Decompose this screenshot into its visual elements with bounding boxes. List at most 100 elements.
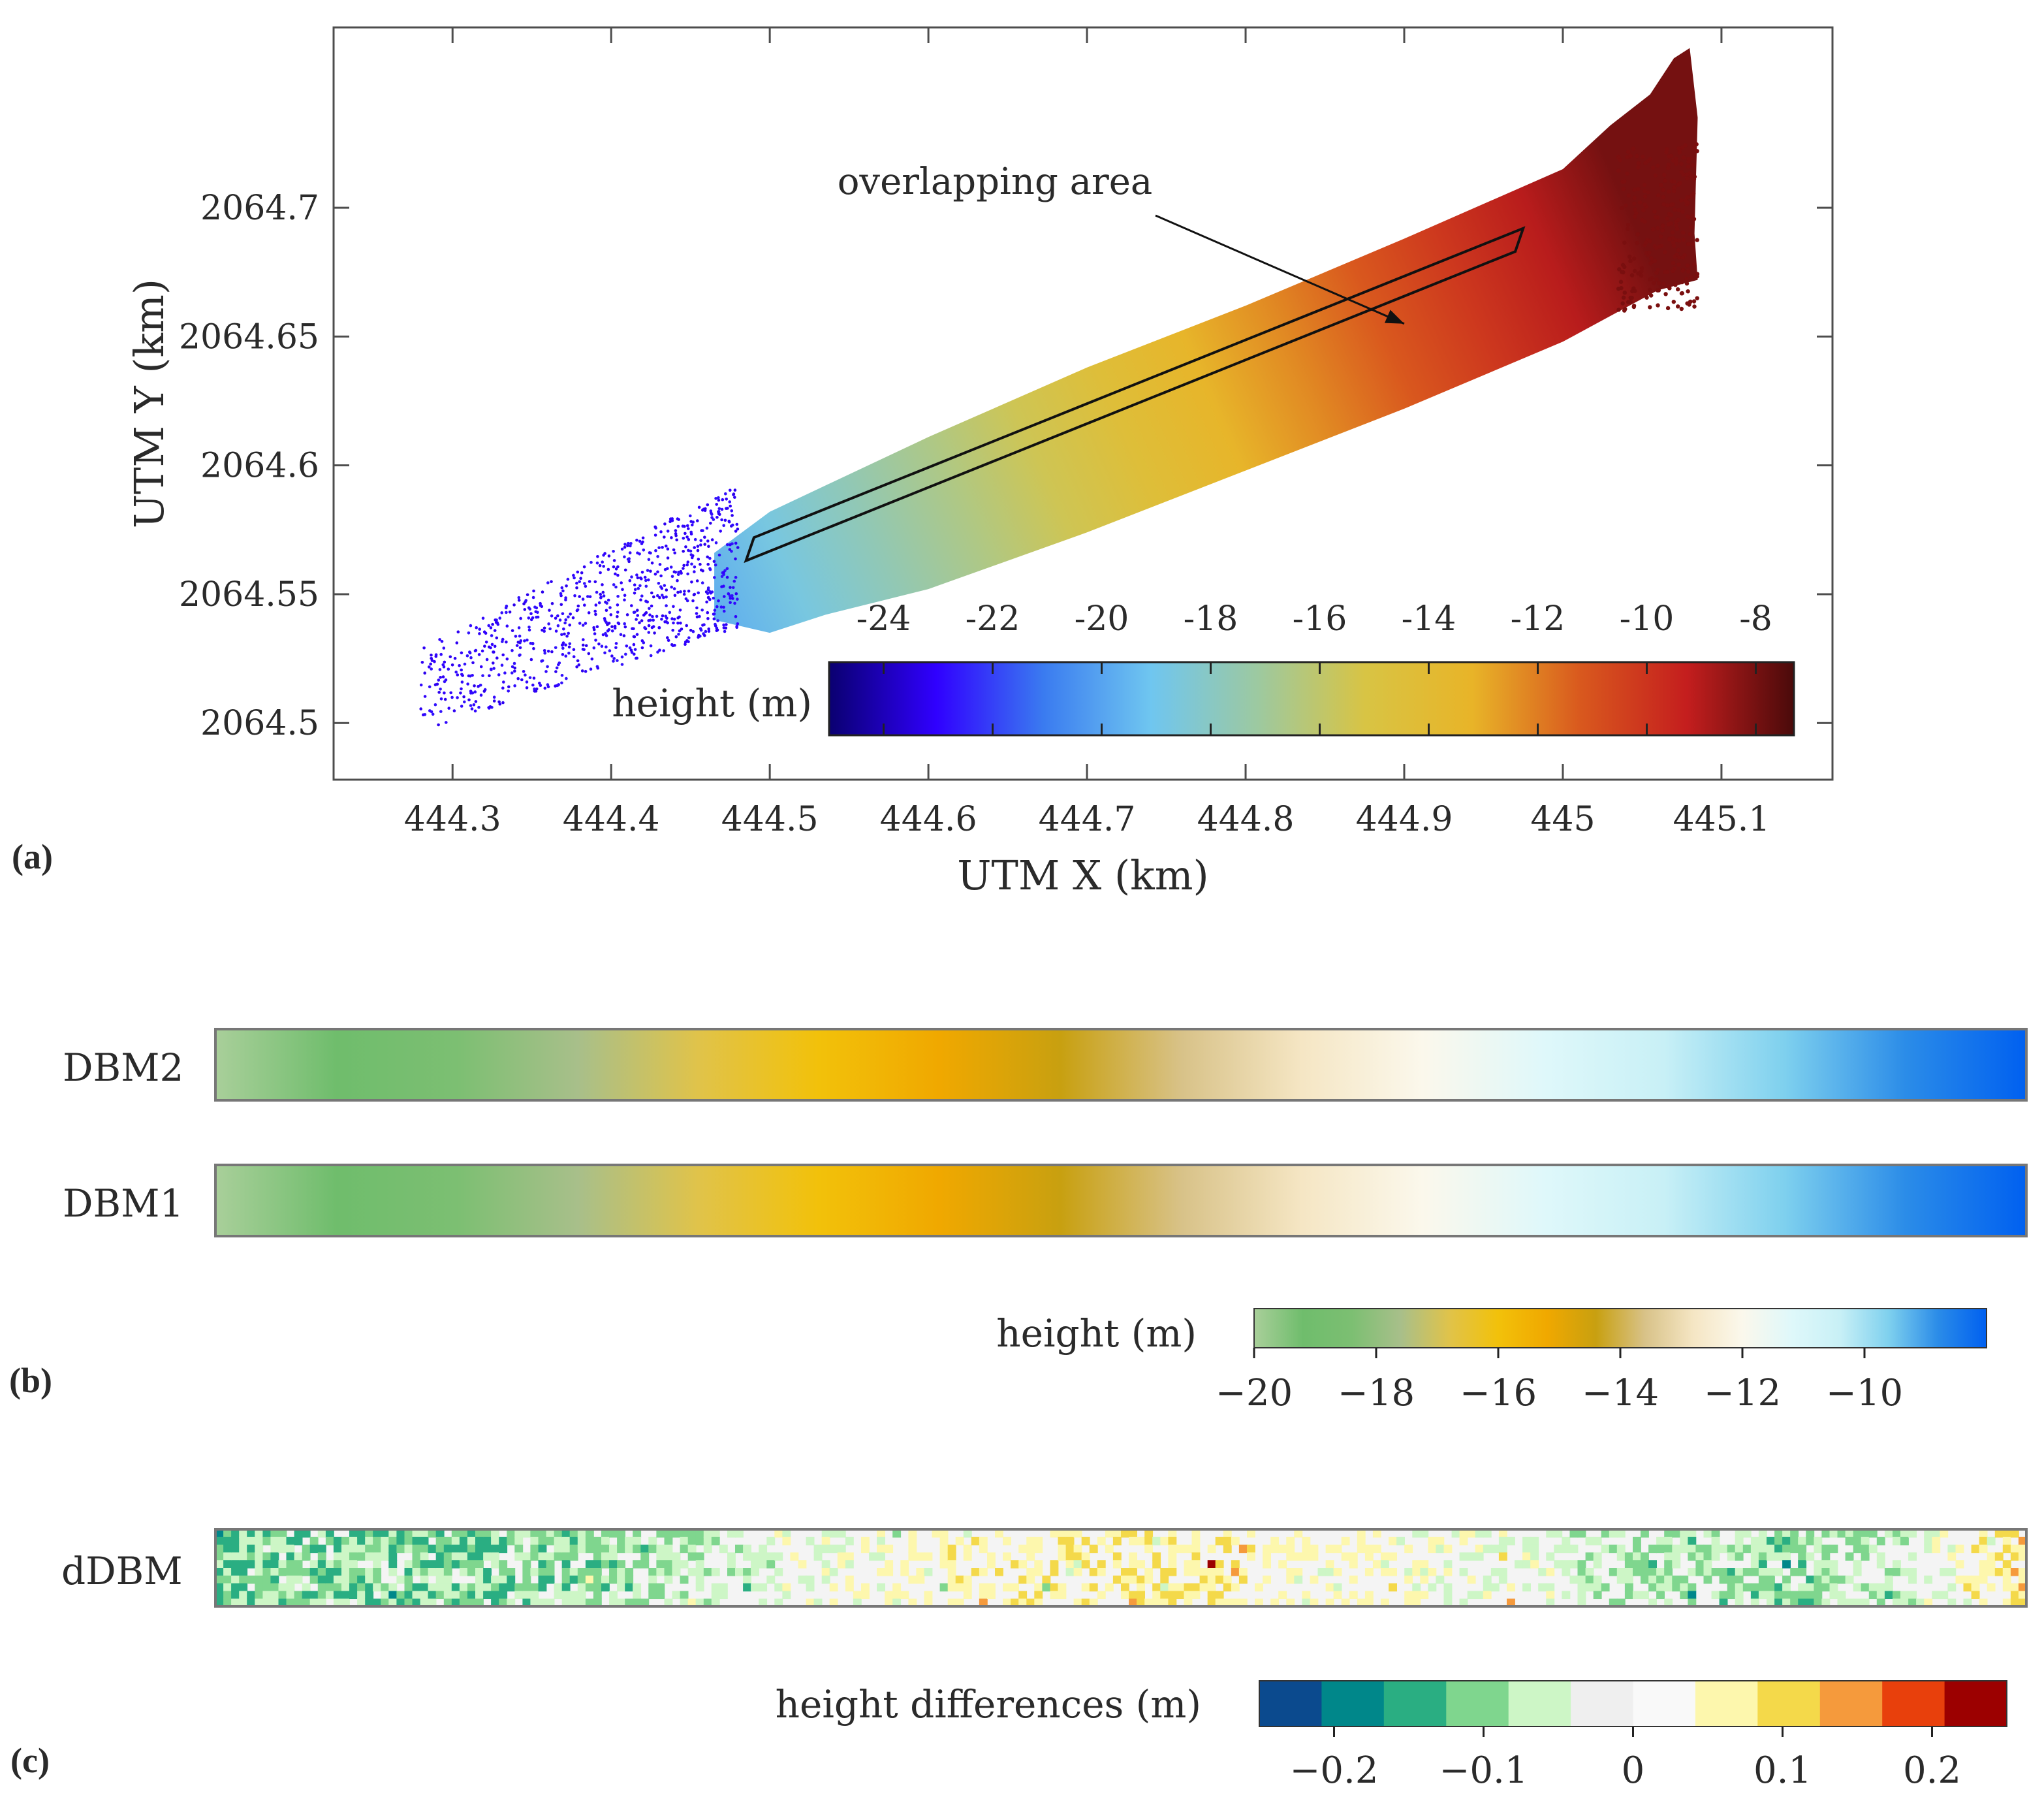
ddbm-cell	[703, 1599, 712, 1607]
swath-point	[567, 631, 570, 635]
ddbm-cell	[1979, 1529, 1988, 1538]
ddbm-cell	[451, 1583, 460, 1592]
ddbm-cell	[412, 1560, 421, 1568]
ddbm-cell	[1112, 1552, 1122, 1561]
ddbm-cell	[1097, 1568, 1106, 1576]
swath-point	[653, 533, 657, 537]
swath-point	[564, 654, 567, 658]
ddbm-cell	[845, 1575, 854, 1584]
ddbm-cell	[900, 1591, 909, 1599]
ddbm-cell	[1263, 1575, 1271, 1584]
ddbm-cell	[1893, 1599, 1901, 1607]
ddbm-cell	[1278, 1560, 1287, 1568]
ddbm-cell	[1357, 1544, 1366, 1553]
ddbm-cell	[569, 1568, 578, 1576]
swath-point	[1658, 234, 1663, 239]
ddbm-cell	[1026, 1544, 1035, 1553]
swath-point	[447, 667, 450, 671]
swath-point	[428, 685, 432, 689]
colorbar-b-ticks: −20 −18 −16 −14 −12 −10	[1216, 1348, 1903, 1414]
ddbm-cell	[1758, 1544, 1767, 1553]
ddbm-cell	[1727, 1568, 1736, 1576]
ddbm-cell	[467, 1591, 476, 1599]
swath-point	[478, 632, 481, 635]
swath-point	[576, 608, 580, 612]
ddbm-cell	[1940, 1568, 1949, 1576]
swath-point	[561, 589, 565, 593]
ddbm-cell	[806, 1599, 815, 1607]
swath-point	[592, 646, 596, 650]
ddbm-cell	[1790, 1529, 1799, 1538]
ddbm-cell	[231, 1536, 240, 1546]
swath-point	[629, 648, 633, 652]
ddbm-cell	[1160, 1568, 1169, 1576]
swath-point	[714, 622, 717, 626]
arrow-shaft	[1155, 214, 1405, 325]
swath-point	[1639, 266, 1644, 270]
ddbm-cell	[569, 1575, 578, 1584]
ddbm-cell	[1616, 1568, 1626, 1576]
swath-point	[1636, 271, 1641, 276]
swath-point	[1659, 183, 1663, 187]
swath-point	[674, 534, 678, 537]
swath-point	[1633, 208, 1637, 212]
ddbm-cell	[507, 1575, 516, 1584]
swath-point	[684, 532, 687, 535]
ddbm-cell	[1073, 1544, 1082, 1553]
ddbm-cell	[325, 1536, 334, 1546]
ddbm-cell	[499, 1568, 508, 1576]
ddbm-cell	[247, 1529, 256, 1538]
ddbm-cell	[1026, 1599, 1035, 1607]
y-axis-title: UTM Y (km)	[125, 279, 173, 528]
ddbm-cell	[861, 1544, 870, 1553]
swath-point	[691, 520, 695, 524]
swath-point	[695, 615, 699, 618]
swath-point	[612, 550, 615, 553]
swath-point	[717, 507, 721, 511]
ddbm-cell	[325, 1529, 334, 1538]
ddbm-cell	[1829, 1583, 1838, 1592]
swath-point	[439, 710, 443, 713]
swath-point	[1676, 182, 1680, 187]
swath-point	[691, 629, 695, 633]
swath-point	[656, 570, 659, 574]
swath-point	[620, 581, 623, 584]
ddbm-cell	[1498, 1536, 1507, 1546]
ddbm-cell	[569, 1544, 578, 1553]
ddbm-cell	[877, 1583, 885, 1592]
swath-point	[736, 546, 740, 549]
swath-point	[571, 616, 575, 620]
colorbar-c-bin	[1259, 1681, 1322, 1727]
swath-point	[676, 616, 680, 620]
ddbm-cell	[963, 1552, 972, 1561]
swath-point	[612, 559, 616, 562]
ddbm-cell	[939, 1583, 949, 1592]
swath-point	[696, 549, 700, 552]
ddbm-cell	[428, 1560, 437, 1568]
ddbm-cell	[908, 1544, 917, 1553]
swath-point	[1633, 289, 1637, 293]
swath-point	[590, 560, 593, 564]
ddbm-cell	[695, 1536, 704, 1546]
ddbm-cell	[475, 1575, 484, 1584]
swath-point	[714, 497, 717, 500]
ddbm-cell	[1853, 1536, 1862, 1546]
ddbm-cell	[255, 1560, 264, 1568]
swath-point	[715, 605, 719, 609]
swath-point	[533, 605, 537, 609]
ddbm-cell	[900, 1560, 909, 1568]
swath-point	[673, 551, 676, 555]
ddbm-cell	[774, 1583, 783, 1592]
ddbm-cell	[1868, 1529, 1878, 1538]
swath-point	[1672, 179, 1676, 184]
ddbm-cell	[1601, 1544, 1610, 1553]
ddbm-cell	[1782, 1536, 1791, 1546]
ddbm-cell	[349, 1529, 358, 1538]
swath-point	[605, 634, 608, 637]
ddbm-cell	[1065, 1544, 1075, 1553]
ddbm-cell	[1129, 1552, 1137, 1561]
ddbm-cell	[790, 1552, 799, 1561]
ddbm-cell	[1412, 1591, 1421, 1599]
ddbm-cell	[609, 1591, 618, 1599]
ddbm-cell	[1058, 1591, 1067, 1599]
